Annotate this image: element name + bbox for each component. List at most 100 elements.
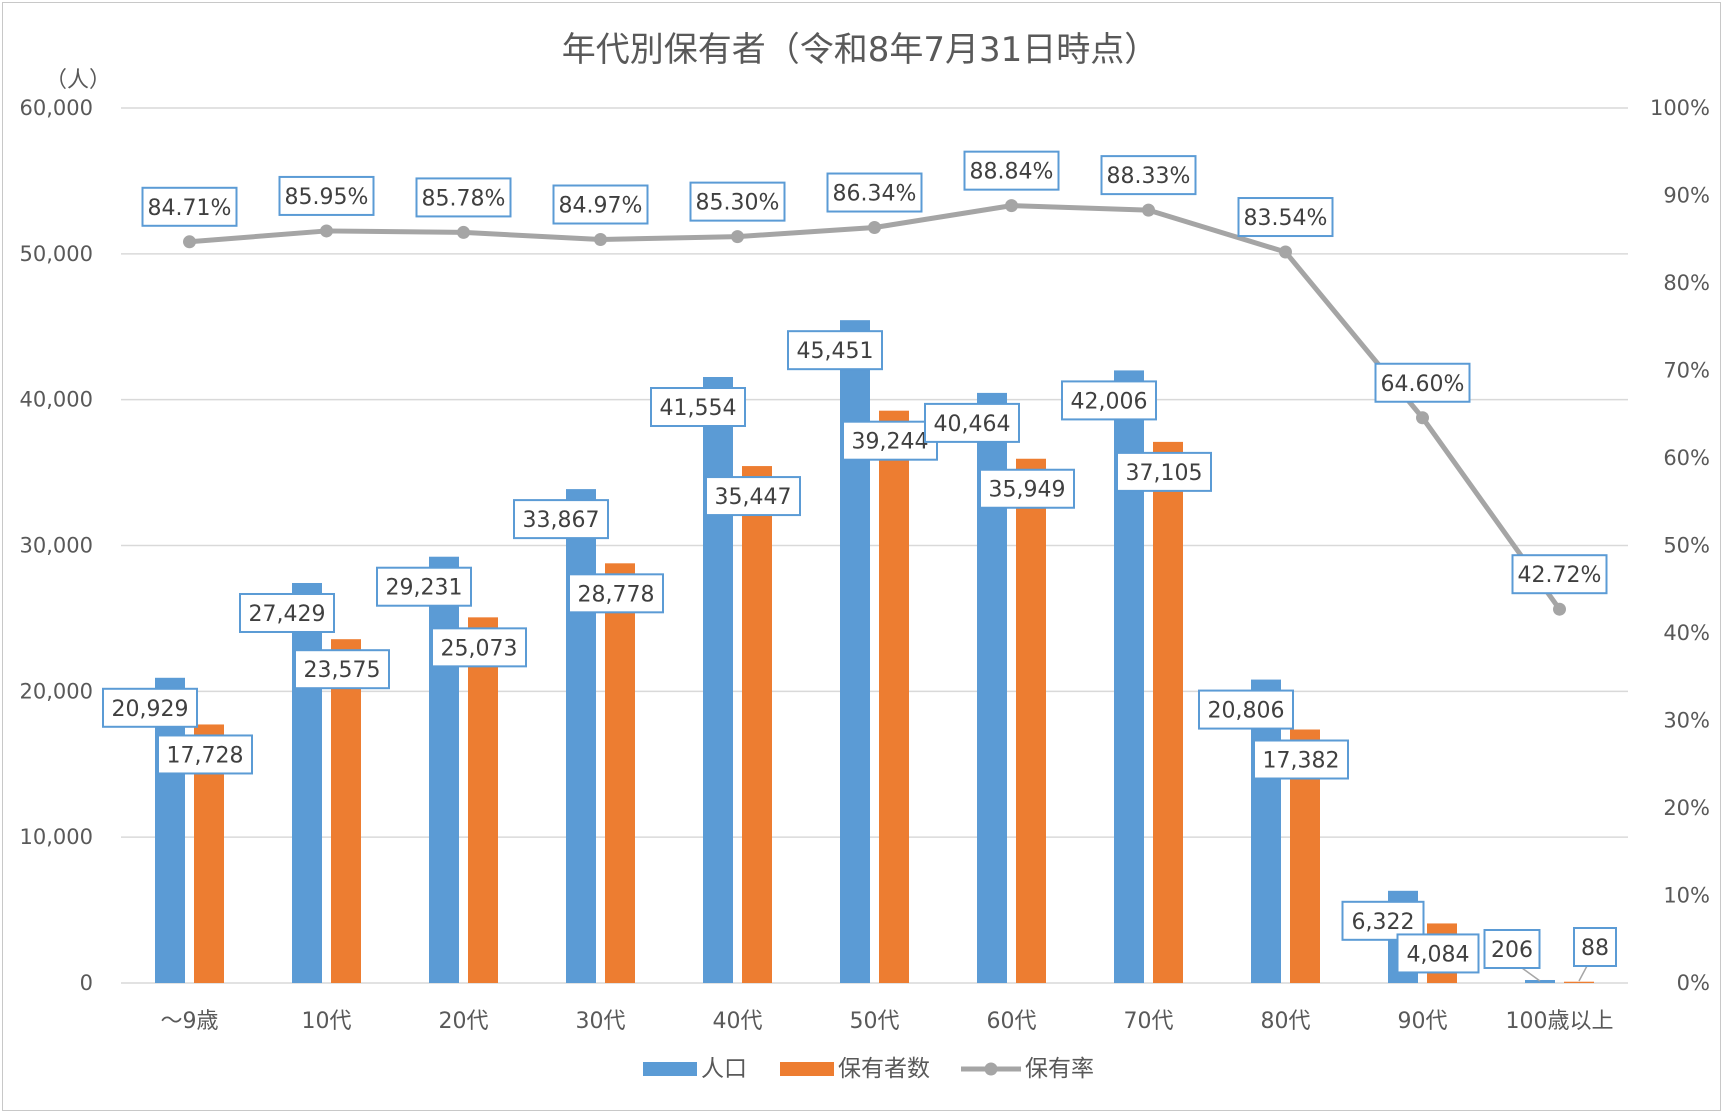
- chart-title: 年代別保有者（令和8年7月31日時点）: [562, 30, 1159, 70]
- data-label: 29,231: [376, 566, 472, 607]
- data-label-box: [513, 499, 609, 540]
- data-label: 20,806: [1198, 689, 1294, 730]
- bar-holders: [605, 563, 635, 983]
- data-label-box: [141, 186, 238, 227]
- data-label-box: [689, 181, 786, 222]
- data-label: 45,451: [787, 330, 883, 371]
- data-label: 206: [1483, 929, 1541, 969]
- data-label: 85.95%: [278, 175, 375, 216]
- data-label-text: 83.54%: [1244, 206, 1328, 231]
- legend-item: 保有者数: [780, 1056, 930, 1082]
- right-tick-label: 50%: [1663, 534, 1710, 558]
- category-label: 40代: [713, 1009, 763, 1034]
- chart-svg: 年代別保有者（令和8年7月31日時点） （人） 0 10,000 20,000 30,…: [20, 30, 1710, 1082]
- bar-population: [292, 582, 322, 983]
- legend-swatch: [780, 1062, 834, 1076]
- legend-item: 人口: [643, 1056, 747, 1082]
- data-label-box: [787, 330, 883, 371]
- data-label-text: 84.71%: [148, 196, 232, 221]
- data-label: 64.60%: [1374, 362, 1471, 403]
- rate-marker: [594, 233, 607, 247]
- bar-population: [1251, 679, 1281, 983]
- data-label: 17,382: [1253, 739, 1349, 780]
- data-label-text: 88.84%: [970, 160, 1054, 185]
- data-label-box: [963, 150, 1060, 191]
- data-labels: 20,929 17,728 84.71% 27,429 23,575 85.95% 29,2…: [102, 150, 1617, 982]
- data-label-text: 29,231: [386, 576, 463, 601]
- legend-marker: [984, 1062, 998, 1076]
- data-label: 28,778: [568, 573, 664, 614]
- bar-holders: [742, 466, 772, 983]
- rate-marker: [457, 225, 470, 239]
- legend-item: 保有率: [961, 1056, 1094, 1082]
- data-label-box: [1116, 451, 1212, 492]
- data-label-box: [415, 177, 512, 218]
- data-label: 39,244: [842, 420, 938, 461]
- data-label-text: 33,867: [523, 508, 600, 533]
- category-label: 10代: [302, 1009, 352, 1034]
- bar-population: [703, 377, 733, 984]
- data-label-box: [979, 468, 1075, 509]
- category-label: 50代: [850, 1009, 900, 1034]
- data-label-box: [1253, 739, 1349, 780]
- data-label-text: 25,073: [441, 636, 518, 661]
- data-label: 88: [1573, 927, 1617, 967]
- data-label-text: 35,447: [715, 485, 792, 510]
- category-label: 80代: [1261, 1009, 1311, 1034]
- right-tick-label: 90%: [1663, 184, 1710, 208]
- data-label-text: 20,806: [1208, 699, 1285, 724]
- data-label: 84.71%: [141, 186, 238, 227]
- data-label: 42.72%: [1511, 554, 1608, 595]
- bar-holders: [1153, 441, 1183, 984]
- data-label: 88.33%: [1100, 155, 1197, 196]
- data-label-text: 4,084: [1407, 942, 1470, 967]
- rate-marker: [1416, 411, 1429, 425]
- category-label: 30代: [576, 1009, 626, 1034]
- data-label-box: [102, 687, 198, 728]
- data-label-box: [294, 649, 390, 690]
- gridlines: [121, 107, 1628, 984]
- category-labels: ～9歳 10代 20代 30代 40代 50代 60代 70代 80代 90代 100歳以上: [161, 1009, 1614, 1034]
- rate-line-path: [189, 203, 1562, 611]
- data-label-text: 23,575: [304, 658, 381, 683]
- data-label-text: 85.30%: [696, 191, 780, 216]
- data-label: 83.54%: [1237, 197, 1334, 238]
- legend-label: 保有者数: [838, 1056, 930, 1082]
- data-label-box: [552, 184, 649, 225]
- legend-swatch: [643, 1062, 697, 1076]
- data-label: 86.34%: [826, 172, 923, 213]
- data-label-text: 85.95%: [285, 185, 369, 210]
- data-label: 27,429: [239, 592, 335, 633]
- rate-marker: [1005, 199, 1018, 213]
- data-label-box: [1511, 554, 1608, 595]
- data-label: 25,073: [431, 627, 527, 668]
- data-label: 20,929: [102, 687, 198, 728]
- rate-marker: [320, 224, 333, 238]
- data-label-box: [431, 627, 527, 668]
- data-label: 84.97%: [552, 184, 649, 225]
- left-tick-label: 10,000: [20, 825, 93, 849]
- bar-population: [566, 489, 596, 983]
- data-label-text: 35,949: [989, 478, 1066, 503]
- data-label-box: [278, 175, 375, 216]
- category-label: ～9歳: [161, 1009, 219, 1034]
- bar-population: [1525, 979, 1555, 983]
- data-label-box: [1061, 380, 1157, 421]
- left-tick-label: 60,000: [20, 96, 93, 120]
- data-label-text: 86.34%: [833, 182, 917, 207]
- legend: 人口 保有者数 保有率: [643, 1056, 1094, 1082]
- data-label: 42,006: [1061, 380, 1157, 421]
- data-label-box: [705, 476, 801, 517]
- data-label-box: [1100, 155, 1197, 196]
- rate-marker: [731, 230, 744, 244]
- legend-label: 保有率: [1025, 1056, 1094, 1082]
- data-label-box: [1573, 927, 1617, 967]
- data-label-text: 88: [1581, 936, 1609, 961]
- data-label: 4,084: [1396, 933, 1480, 974]
- category-label: 90代: [1398, 1009, 1448, 1034]
- data-label-box: [1396, 933, 1480, 974]
- data-label: 85.78%: [415, 177, 512, 218]
- data-label-text: 84.97%: [559, 194, 643, 219]
- bar-holders: [879, 410, 909, 984]
- data-label-text: 206: [1491, 938, 1533, 963]
